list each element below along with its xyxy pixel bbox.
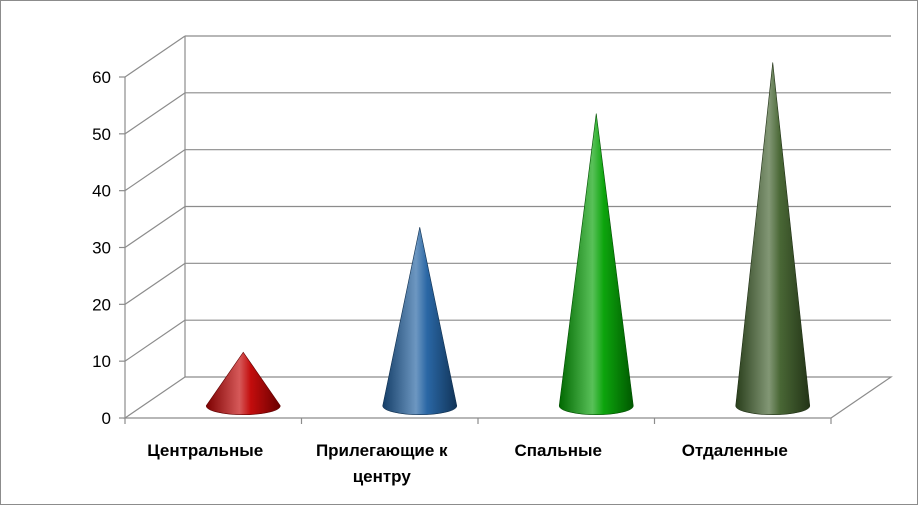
x-axis-labels: Центральные Прилегающие к центру Спальные От… [124,418,832,486]
side-gridline [124,35,186,78]
y-tick-label: 30 [92,239,111,258]
cone-1 [205,351,281,415]
y-tick-label: 20 [92,295,111,314]
cone-3 [558,113,634,415]
y-tick-label: 40 [92,182,111,201]
side-gridline [124,262,186,305]
x-category-label: Центральные [147,441,263,460]
side-gridline [124,149,186,192]
cone-4 [735,62,811,415]
y-tick-label: 50 [92,125,111,144]
y-tick-label: 10 [92,352,111,371]
chart-floor [123,376,893,419]
y-axis-ticks: 0 10 20 30 40 50 60 [92,68,125,428]
y-tick-label: 60 [92,68,111,87]
side-gridline [124,319,186,362]
cones [205,62,811,415]
x-category-label: Отдаленные [682,441,788,460]
y-tick-label: 0 [102,409,111,428]
cone-2 [382,227,458,415]
x-category-label: Спальные [515,441,603,460]
side-gridline [124,92,186,135]
x-category-label: Прилегающие к центру [316,441,448,486]
side-gridline [124,206,186,248]
